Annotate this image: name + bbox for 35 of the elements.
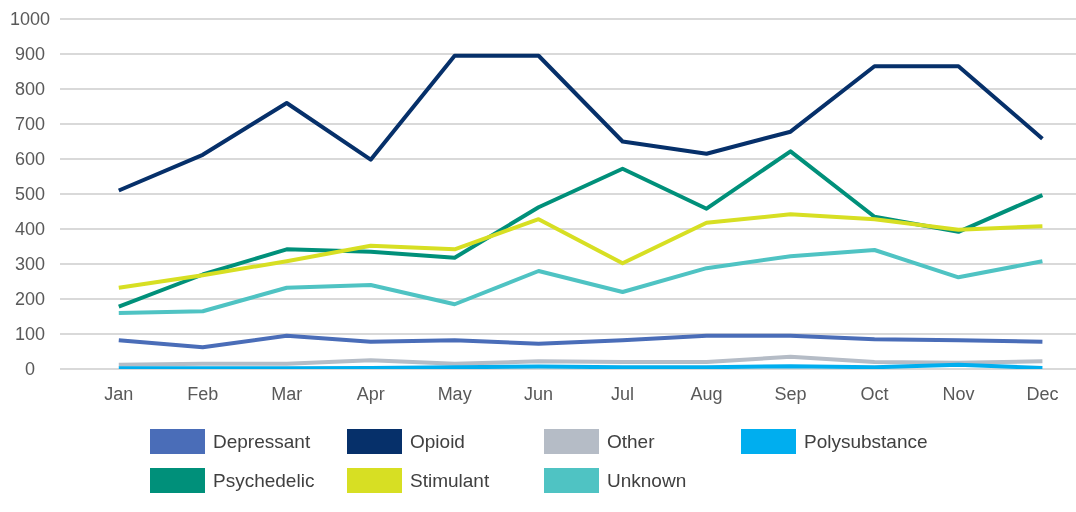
line-series [116,248,1045,315]
legend-label: Stimulant [410,469,490,492]
y-tick-label: 1000 [9,9,51,30]
line-series [116,354,1045,367]
x-tick-label: Jun [524,383,554,404]
y-tick-label: 700 [14,114,46,135]
legend-label: Depressant [213,430,311,453]
line-series [116,333,1045,350]
y-tick-label: 500 [14,184,46,205]
y-tick-label: 600 [14,149,46,170]
y-tick-label: 300 [14,254,46,275]
x-tick-label: Nov [942,383,975,404]
y-tick-label: 0 [24,359,36,380]
legend-label: Unknown [607,469,687,492]
line-series [116,53,1045,193]
line-series [116,212,1045,290]
legend-label: Opioid [410,430,465,453]
x-tick-label: Feb [187,383,219,404]
y-tick-label: 100 [14,324,46,345]
legend-label: Polysubstance [804,430,928,453]
y-tick-label: 200 [14,289,46,310]
legend-label: Psychedelic [213,469,315,492]
x-tick-label: Aug [690,383,723,404]
x-tick-label: Apr [356,383,385,404]
y-tick-label: 800 [14,79,46,100]
x-tick-label: Oct [860,383,889,404]
y-tick-label: 400 [14,219,46,240]
x-tick-label: Jul [611,383,635,404]
legend-label: Other [607,430,655,453]
x-tick-label: Mar [271,383,303,404]
x-tick-label: Jan [104,383,134,404]
x-tick-label: Dec [1026,383,1059,404]
y-tick-label: 900 [14,44,46,65]
x-tick-label: Sep [774,383,807,404]
x-tick-label: May [437,383,472,404]
